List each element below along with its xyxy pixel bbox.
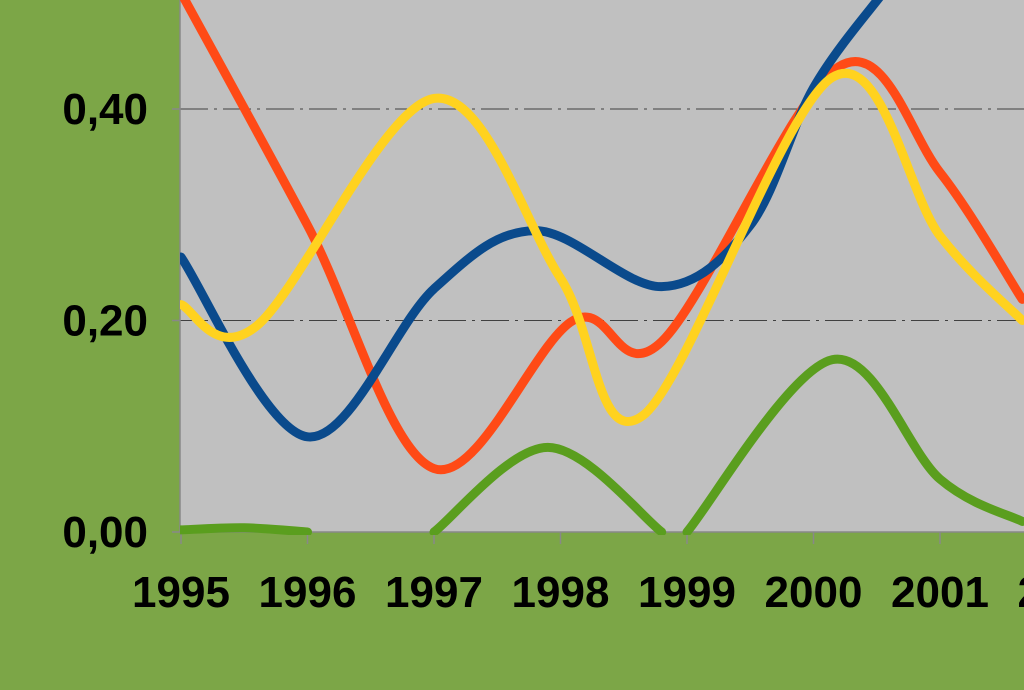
y-tick-label: 0,00 <box>62 508 148 557</box>
x-tick-label: 1998 <box>512 568 610 617</box>
y-tick-label: 0,40 <box>62 85 148 134</box>
x-tick-labels: 1995 1996 1997 1998 1999 2000 2001 2002 <box>132 568 1024 617</box>
x-tick-label: 1999 <box>638 568 736 617</box>
x-tick-label: 2001 <box>891 568 989 617</box>
x-tick-label: 2002 <box>1018 568 1024 617</box>
y-tick-label: 0,20 <box>62 297 148 346</box>
plot-area <box>180 0 1024 532</box>
x-tick-label: 1996 <box>259 568 357 617</box>
series-lines <box>180 0 1024 535</box>
y-tick-labels: 0,00 0,20 0,40 <box>62 85 148 557</box>
series-line-green-segment-3 <box>682 354 1024 535</box>
x-tick-label: 1997 <box>385 568 483 617</box>
series-line-green-segment-2 <box>429 442 667 535</box>
series-line-yellow <box>180 69 1024 426</box>
x-tick-label: 1995 <box>132 568 230 617</box>
series-line-green-segment-1 <box>180 523 312 535</box>
x-tick-label: 2000 <box>765 568 863 617</box>
